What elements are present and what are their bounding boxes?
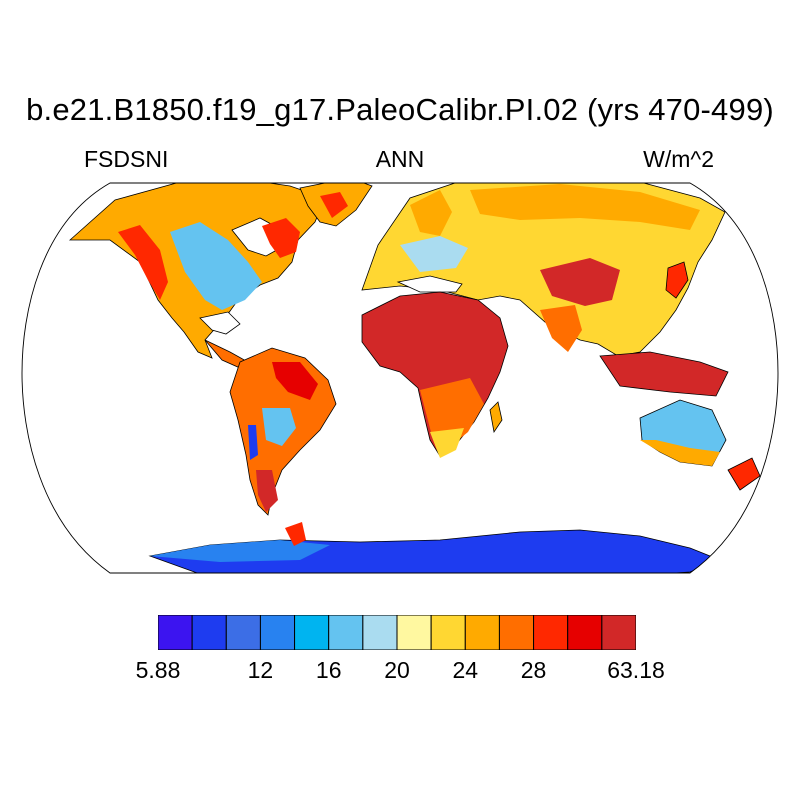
colorbar-box <box>362 615 398 650</box>
africa-southern-tip <box>430 428 464 458</box>
north-america-blue-interior <box>170 222 262 310</box>
season-label: ANN <box>375 146 425 172</box>
india-orange <box>540 305 582 352</box>
colorbar-box <box>464 615 500 650</box>
colorbar-box <box>498 615 535 650</box>
south-america-blue <box>262 408 296 446</box>
antarctica-coast-light <box>150 540 330 562</box>
colorbar-box <box>294 615 330 650</box>
scandinavia-orange <box>410 190 452 236</box>
mediterranean <box>396 275 463 293</box>
colorbar-box <box>567 615 603 650</box>
colorbar-box <box>430 615 466 650</box>
patagonia-red <box>256 470 278 512</box>
colorbar-box <box>328 615 364 650</box>
new-zealand <box>727 457 761 491</box>
japan <box>665 261 689 299</box>
antarctic-peninsula <box>285 522 306 546</box>
north-america-red-west <box>118 225 168 300</box>
madagascar <box>489 401 503 434</box>
colorbar-box <box>259 615 296 650</box>
australia-coast-orange <box>640 440 720 466</box>
south-america-red <box>272 362 318 400</box>
greenland-red <box>320 192 348 218</box>
indonesia <box>599 351 729 397</box>
colorbar-box <box>533 615 569 650</box>
colorbar <box>158 615 636 650</box>
hudson-red <box>262 218 300 258</box>
units-label: W/m^2 <box>643 146 714 172</box>
colorbar-box <box>601 615 636 650</box>
globe-outline <box>21 182 779 574</box>
colorbar-box <box>396 615 432 650</box>
central-asia-red <box>540 258 620 306</box>
colorbar-box <box>225 615 261 650</box>
europe-blue <box>400 236 468 272</box>
plot-title: b.e21.B1850.f19_g17.PaleoCalibr.PI.02 (y… <box>26 92 774 127</box>
map-land-fill <box>68 183 761 573</box>
colorbar-box <box>158 615 193 650</box>
andes-blue <box>248 425 258 460</box>
variable-label: FSDSNI <box>84 146 169 172</box>
gulf-of-mexico <box>199 311 241 335</box>
siberia-orange <box>470 184 700 230</box>
colorbar-box <box>191 615 227 650</box>
